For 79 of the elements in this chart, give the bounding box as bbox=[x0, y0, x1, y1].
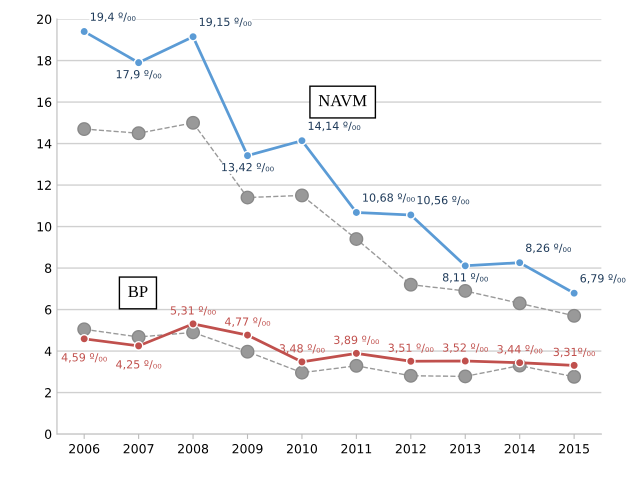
y-tick-label: 2 bbox=[45, 388, 51, 398]
y-tick-label: 10 bbox=[38, 222, 52, 232]
point bbox=[188, 32, 198, 42]
y-tick-label: 18 bbox=[38, 56, 52, 66]
data-label: 10,68 º/₀₀ bbox=[363, 193, 415, 203]
point bbox=[77, 122, 92, 136]
data-label: 3,44 º/₀₀ bbox=[497, 345, 542, 355]
y-tick-label: 20 bbox=[37, 14, 52, 24]
point bbox=[458, 369, 472, 384]
data-label: 3,31º/₀₀ bbox=[554, 348, 596, 358]
point bbox=[132, 330, 146, 344]
x-tick-label: 2010 bbox=[286, 444, 318, 454]
y-tick-label: 0 bbox=[44, 430, 52, 439]
point bbox=[460, 356, 470, 366]
point bbox=[352, 208, 362, 218]
data-label: 3,89 º/₀₀ bbox=[334, 336, 380, 346]
point bbox=[404, 368, 418, 383]
point bbox=[512, 296, 527, 310]
data-label: 4,77 º/₀₀ bbox=[224, 317, 270, 327]
y-tick-label: 4 bbox=[44, 346, 52, 356]
point bbox=[294, 188, 309, 202]
data-label: 8,11 º/₀₀ bbox=[442, 273, 488, 283]
point bbox=[569, 288, 579, 298]
point bbox=[134, 341, 144, 351]
data-label: 3,51 º/₀₀ bbox=[388, 344, 434, 354]
y-tick-label: 8 bbox=[45, 264, 52, 273]
y-tick-label: 6 bbox=[45, 305, 52, 314]
point bbox=[567, 370, 582, 384]
point bbox=[134, 58, 144, 68]
point bbox=[514, 258, 525, 268]
point bbox=[567, 308, 582, 323]
data-label: 19,4 º/₀₀ bbox=[90, 12, 136, 22]
point bbox=[132, 126, 146, 140]
point bbox=[240, 344, 254, 359]
point bbox=[186, 116, 200, 130]
point bbox=[404, 278, 418, 292]
point bbox=[242, 330, 252, 340]
point bbox=[460, 260, 470, 271]
data-label: 4,25 º/₀₀ bbox=[116, 360, 162, 370]
point bbox=[406, 210, 416, 220]
point bbox=[242, 150, 252, 160]
data-label: 8,26 º/₀₀ bbox=[526, 244, 572, 254]
point bbox=[349, 232, 364, 246]
data-label: 10,56 º/₀₀ bbox=[418, 196, 470, 206]
point bbox=[77, 322, 92, 336]
text: BP bbox=[128, 286, 148, 298]
point bbox=[79, 26, 90, 36]
point bbox=[240, 190, 254, 204]
x-tick-label: 2013 bbox=[450, 444, 480, 454]
data-label: 17,9 º/₀₀ bbox=[116, 70, 162, 80]
point bbox=[188, 319, 198, 329]
data-label: 4,59 º/₀₀ bbox=[62, 353, 107, 363]
data-label: 19,15 º/₀₀ bbox=[200, 18, 252, 28]
x-tick-label: 2011 bbox=[341, 444, 372, 454]
y-tick-label: 12 bbox=[38, 180, 51, 190]
point bbox=[458, 284, 472, 298]
x-tick-label: 2008 bbox=[178, 444, 208, 454]
data-label: 6,79 º/₀₀ bbox=[580, 274, 626, 284]
point bbox=[349, 358, 364, 373]
point bbox=[297, 136, 307, 146]
data-label: 3,52 º/₀₀ bbox=[443, 343, 488, 353]
x-tick-label: 2014 bbox=[504, 444, 535, 454]
text: NAVM bbox=[318, 95, 367, 106]
x-tick-label: 2015 bbox=[559, 444, 589, 454]
point bbox=[294, 366, 309, 380]
point bbox=[79, 334, 90, 344]
point bbox=[406, 356, 416, 366]
data-label: 5,31 º/₀₀ bbox=[170, 306, 216, 316]
x-tick-label: 2007 bbox=[124, 444, 154, 454]
x-tick-label: 2009 bbox=[232, 444, 263, 454]
y-tick-label: 16 bbox=[38, 98, 52, 108]
point bbox=[352, 348, 362, 358]
data-label: 14,14 º/₀₀ bbox=[308, 122, 360, 132]
y-tick-label: 14 bbox=[38, 139, 52, 148]
x-tick-label: 2012 bbox=[396, 444, 426, 454]
data-label: 13,42 º/₀₀ bbox=[222, 162, 274, 172]
point bbox=[569, 360, 579, 370]
point bbox=[297, 357, 307, 367]
x-tick-label: 2006 bbox=[69, 444, 100, 454]
